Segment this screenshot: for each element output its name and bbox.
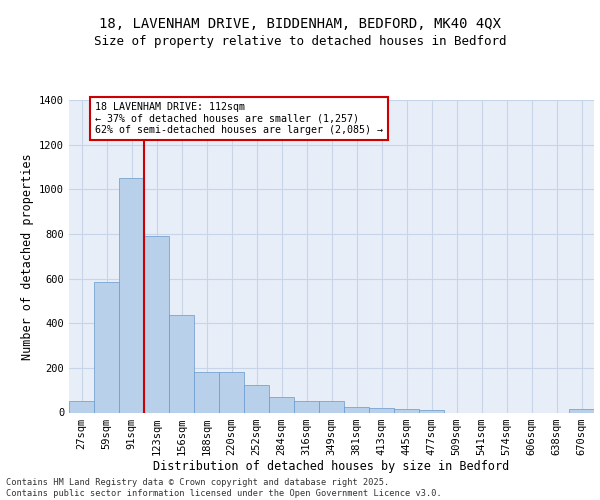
Bar xyxy=(569,409,594,412)
Bar xyxy=(294,402,319,412)
Bar xyxy=(369,408,394,412)
X-axis label: Distribution of detached houses by size in Bedford: Distribution of detached houses by size … xyxy=(154,460,509,473)
Bar xyxy=(169,316,194,412)
Bar xyxy=(319,402,344,412)
Bar xyxy=(144,236,169,412)
Text: Contains HM Land Registry data © Crown copyright and database right 2025.
Contai: Contains HM Land Registry data © Crown c… xyxy=(6,478,442,498)
Bar xyxy=(419,410,444,412)
Bar xyxy=(244,384,269,412)
Y-axis label: Number of detached properties: Number of detached properties xyxy=(20,153,34,360)
Bar xyxy=(94,282,119,412)
Bar xyxy=(194,372,219,412)
Bar xyxy=(269,397,294,412)
Bar xyxy=(394,409,419,412)
Text: 18 LAVENHAM DRIVE: 112sqm
← 37% of detached houses are smaller (1,257)
62% of se: 18 LAVENHAM DRIVE: 112sqm ← 37% of detac… xyxy=(95,102,383,136)
Bar xyxy=(219,372,244,412)
Text: 18, LAVENHAM DRIVE, BIDDENHAM, BEDFORD, MK40 4QX: 18, LAVENHAM DRIVE, BIDDENHAM, BEDFORD, … xyxy=(99,18,501,32)
Bar xyxy=(69,402,94,412)
Bar xyxy=(119,178,144,412)
Text: Size of property relative to detached houses in Bedford: Size of property relative to detached ho… xyxy=(94,35,506,48)
Bar xyxy=(344,407,369,412)
